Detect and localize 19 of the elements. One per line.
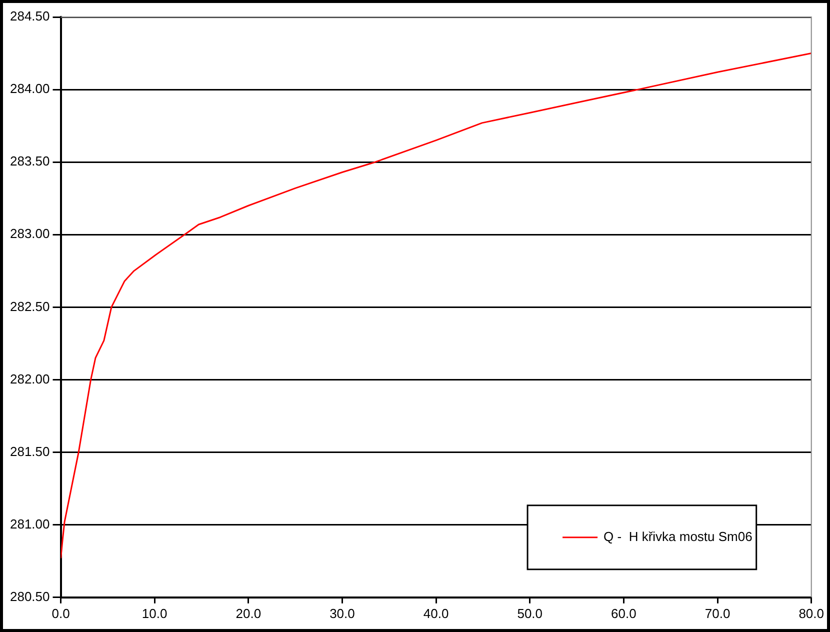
- x-tick-label: 60.0: [611, 606, 636, 621]
- y-tick-label: 284.50: [10, 8, 50, 24]
- y-tick-label: 283.50: [10, 154, 50, 169]
- legend-label: Q - H křivka mostu Sm06: [604, 528, 752, 544]
- y-tick-label: 283.00: [10, 226, 50, 242]
- y-tick-label: 280.50: [10, 588, 50, 604]
- x-tick-label: 70.0: [704, 606, 730, 621]
- y-tick-label: 284.00: [10, 81, 50, 96]
- x-tick-label: 10.0: [142, 606, 168, 621]
- y-tick-label: 281.00: [10, 516, 50, 532]
- x-tick-label: 40.0: [423, 606, 449, 621]
- x-tick-label: 20.0: [236, 606, 262, 621]
- x-tick-label: 30.0: [330, 606, 355, 621]
- y-tick-label: 282.00: [10, 371, 50, 386]
- x-tick-label: 80.0: [798, 606, 824, 621]
- y-tick-label: 282.50: [10, 298, 50, 314]
- x-tick-label: 50.0: [517, 606, 543, 621]
- y-tick-label: 281.50: [10, 444, 50, 459]
- x-tick-label: 0.0: [52, 606, 70, 621]
